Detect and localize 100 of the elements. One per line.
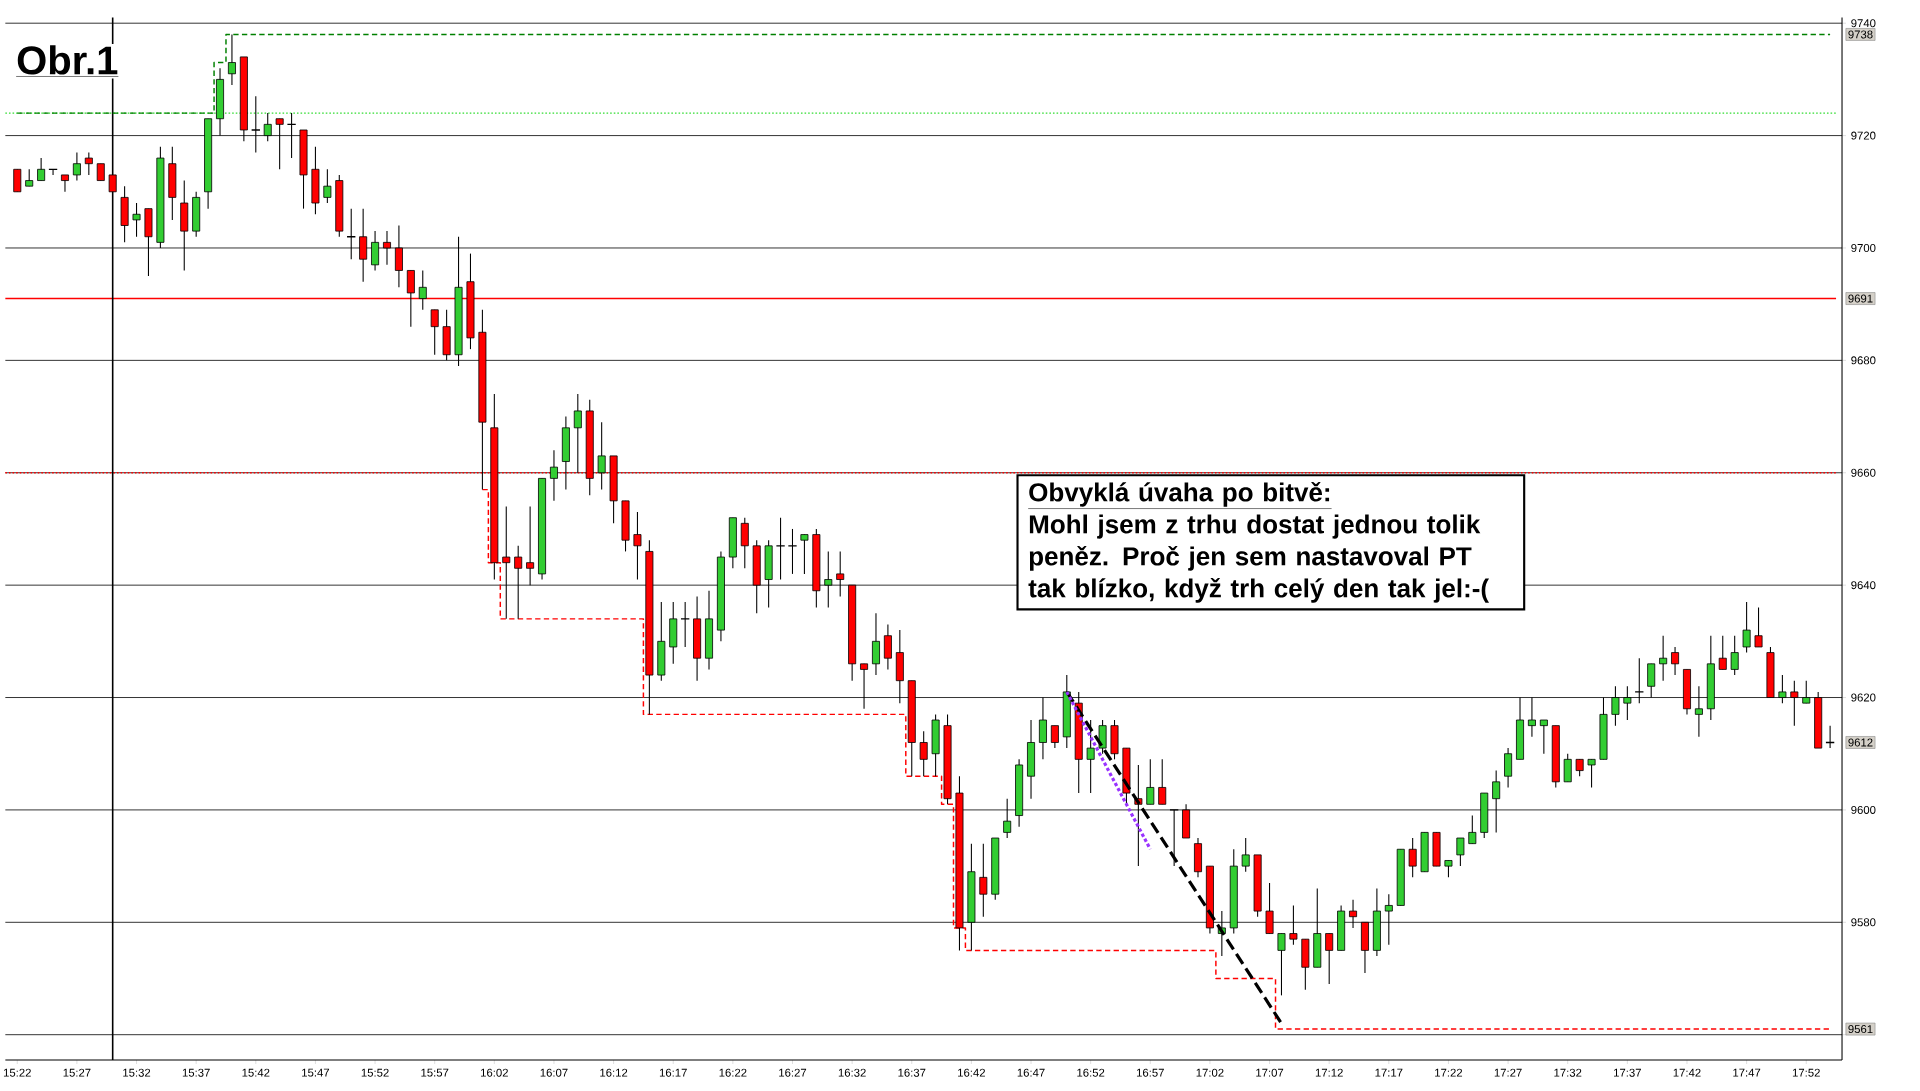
candlestick (323, 168, 332, 204)
candlestick (1492, 770, 1501, 833)
candlestick (1086, 719, 1095, 794)
x-tick-label: 16:22 (719, 1068, 747, 1077)
y-tick-label: 9620 (1851, 693, 1876, 702)
candlestick (1349, 899, 1358, 929)
candlestick (1659, 635, 1668, 682)
text: 9612 (1848, 738, 1873, 747)
candlestick (502, 505, 511, 620)
x-tick-label: 16:12 (600, 1068, 628, 1077)
candlestick (1623, 685, 1632, 721)
candlestick (1778, 674, 1787, 704)
y-tick-label: 9660 (1851, 468, 1876, 477)
candlestick (1671, 646, 1680, 676)
x-tick-label: 16:17 (659, 1068, 687, 1077)
x-tick-label: 16:27 (779, 1068, 807, 1077)
x-tick-label: 15:52 (361, 1068, 389, 1077)
candlestick (132, 202, 141, 238)
candlestick (1050, 725, 1059, 749)
candlestick (573, 393, 582, 474)
x-tick-label: 17:02 (1196, 1068, 1224, 1077)
x-tick-label: 17:27 (1494, 1068, 1522, 1077)
candlestick (1790, 680, 1799, 727)
y-tick-label: 9700 (1851, 243, 1876, 252)
x-tick-label: 17:32 (1554, 1068, 1582, 1077)
x-tick-label: 15:32 (123, 1068, 151, 1077)
y-tick-label: 9600 (1851, 805, 1876, 814)
candlestick (1241, 837, 1250, 873)
candlestick (1647, 663, 1656, 699)
x-tick-label: 17:37 (1614, 1068, 1641, 1077)
candlestick (1694, 685, 1703, 738)
x-tick-label: 15:57 (421, 1068, 449, 1077)
candlestick (13, 168, 22, 193)
candlestick (84, 151, 93, 176)
candlestick (883, 623, 892, 670)
text: Obr.1 (17, 45, 118, 75)
candlestick (1456, 837, 1465, 867)
candlestick (1802, 680, 1811, 704)
candlestick (860, 663, 869, 710)
candlestick (359, 208, 368, 283)
candlestick (1038, 696, 1047, 760)
candlestick (1587, 758, 1596, 788)
candlestick (263, 112, 272, 142)
candlestick (430, 309, 439, 356)
x-tick-label: 16:37 (898, 1068, 926, 1077)
candlestick (1384, 893, 1393, 946)
candlestick (1742, 601, 1751, 654)
candlestick (1158, 758, 1167, 805)
candlestick (824, 550, 833, 609)
candlestick (549, 449, 558, 502)
x-tick-label: 16:32 (838, 1068, 866, 1077)
candlestick (919, 730, 928, 777)
x-tick-label: 16:02 (481, 1068, 508, 1077)
x-tick-label: 16:52 (1077, 1068, 1105, 1077)
candlestick (597, 421, 606, 491)
candlestick (37, 157, 46, 182)
x-tick-label: 15:22 (3, 1068, 31, 1077)
candlestick (1611, 685, 1620, 727)
x-tick-label: 16:47 (1017, 1068, 1045, 1077)
candlestick (1718, 635, 1727, 670)
x-tick-label: 15:42 (242, 1068, 270, 1077)
candlestick (394, 224, 403, 288)
x-tick-label: 17:07 (1256, 1068, 1284, 1077)
candlestick (1563, 753, 1572, 783)
candlestick (800, 534, 809, 575)
x-tick-label: 15:37 (182, 1068, 210, 1077)
candlestick (1289, 904, 1298, 946)
candlestick (371, 230, 380, 271)
x-tick-label: 17:22 (1435, 1068, 1463, 1077)
candlestick (61, 174, 69, 193)
candlestick (275, 118, 284, 170)
candlestick (836, 550, 845, 597)
candlestick (1098, 719, 1107, 755)
data-label: 9561 (1848, 1025, 1873, 1034)
y-tick-label: 9720 (1851, 131, 1876, 140)
annotation: Mohl jsem z trhu dostat jednou tolik peněz. Proč jen sem nastavoval PT tak blízko, když trh celý den tak jel:-( (1028, 514, 1490, 603)
x-tick-label: 16:42 (958, 1068, 985, 1077)
ref-line-label: 9691 (1848, 294, 1873, 303)
x-tick-label: 16:07 (540, 1068, 568, 1077)
x-tick-label: 17:47 (1733, 1068, 1761, 1077)
x-tick-label: 17:52 (1792, 1068, 1820, 1077)
candlestick (1468, 815, 1477, 845)
candlestick (1325, 933, 1334, 985)
x-tick-label: 17:12 (1315, 1068, 1343, 1077)
candlestick (633, 511, 642, 581)
x-tick-label: 17:17 (1375, 1068, 1403, 1077)
candlestick (1730, 635, 1739, 676)
candlestick (1539, 719, 1548, 755)
candlestick (1504, 747, 1513, 788)
candlestick (740, 517, 749, 569)
candlestick (1527, 696, 1536, 738)
y-tick-label: 9640 (1851, 581, 1876, 590)
x-tick-label: 15:47 (302, 1068, 330, 1077)
data-label: 9738 (1848, 30, 1873, 39)
candlestick (514, 545, 523, 620)
candlestick (1146, 758, 1155, 805)
candlestick (1754, 607, 1763, 648)
candlestick (1003, 798, 1012, 839)
candlestick (418, 269, 427, 311)
x-tick-label: 17:42 (1673, 1068, 1701, 1077)
